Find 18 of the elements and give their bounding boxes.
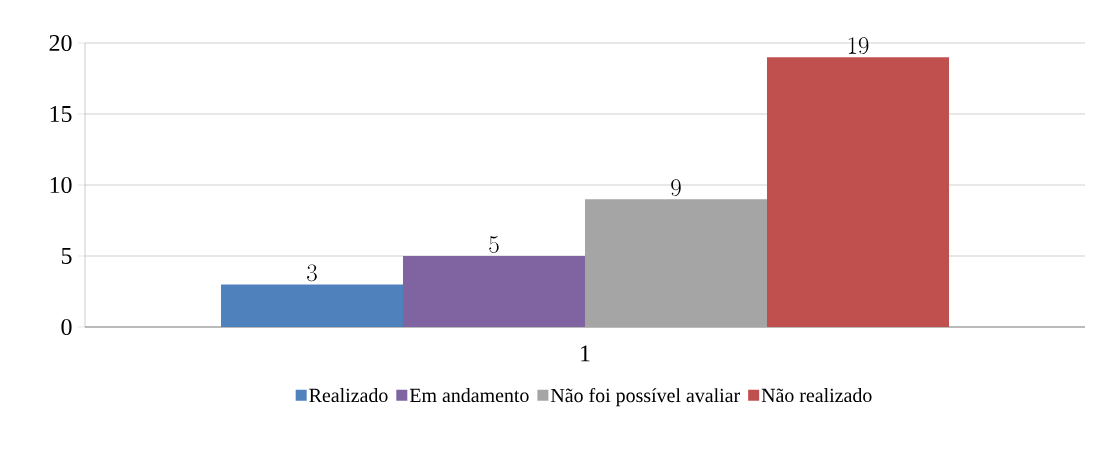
data-label: 9 — [671, 179, 681, 197]
legend-label: Não foi possível avaliar — [550, 387, 740, 407]
x-tick-label: 1 — [581, 345, 590, 362]
bar — [402, 256, 585, 327]
y-tick-label: 10 — [50, 176, 72, 194]
legend-label: Realizado — [309, 388, 388, 403]
bar — [767, 57, 949, 327]
data-label: 19 — [848, 37, 869, 55]
data-label: 3 — [307, 264, 317, 282]
bar — [584, 199, 767, 327]
y-tick-label: 20 — [49, 34, 72, 52]
data-label: 5 — [489, 236, 499, 253]
y-tick-label: 5 — [61, 248, 72, 264]
legend-label: Em andamento — [409, 388, 529, 403]
y-tick-label: 15 — [50, 105, 72, 123]
y-tick-label: 0 — [61, 318, 72, 336]
bar — [220, 284, 403, 327]
legend-label: Não realizado — [761, 388, 872, 403]
